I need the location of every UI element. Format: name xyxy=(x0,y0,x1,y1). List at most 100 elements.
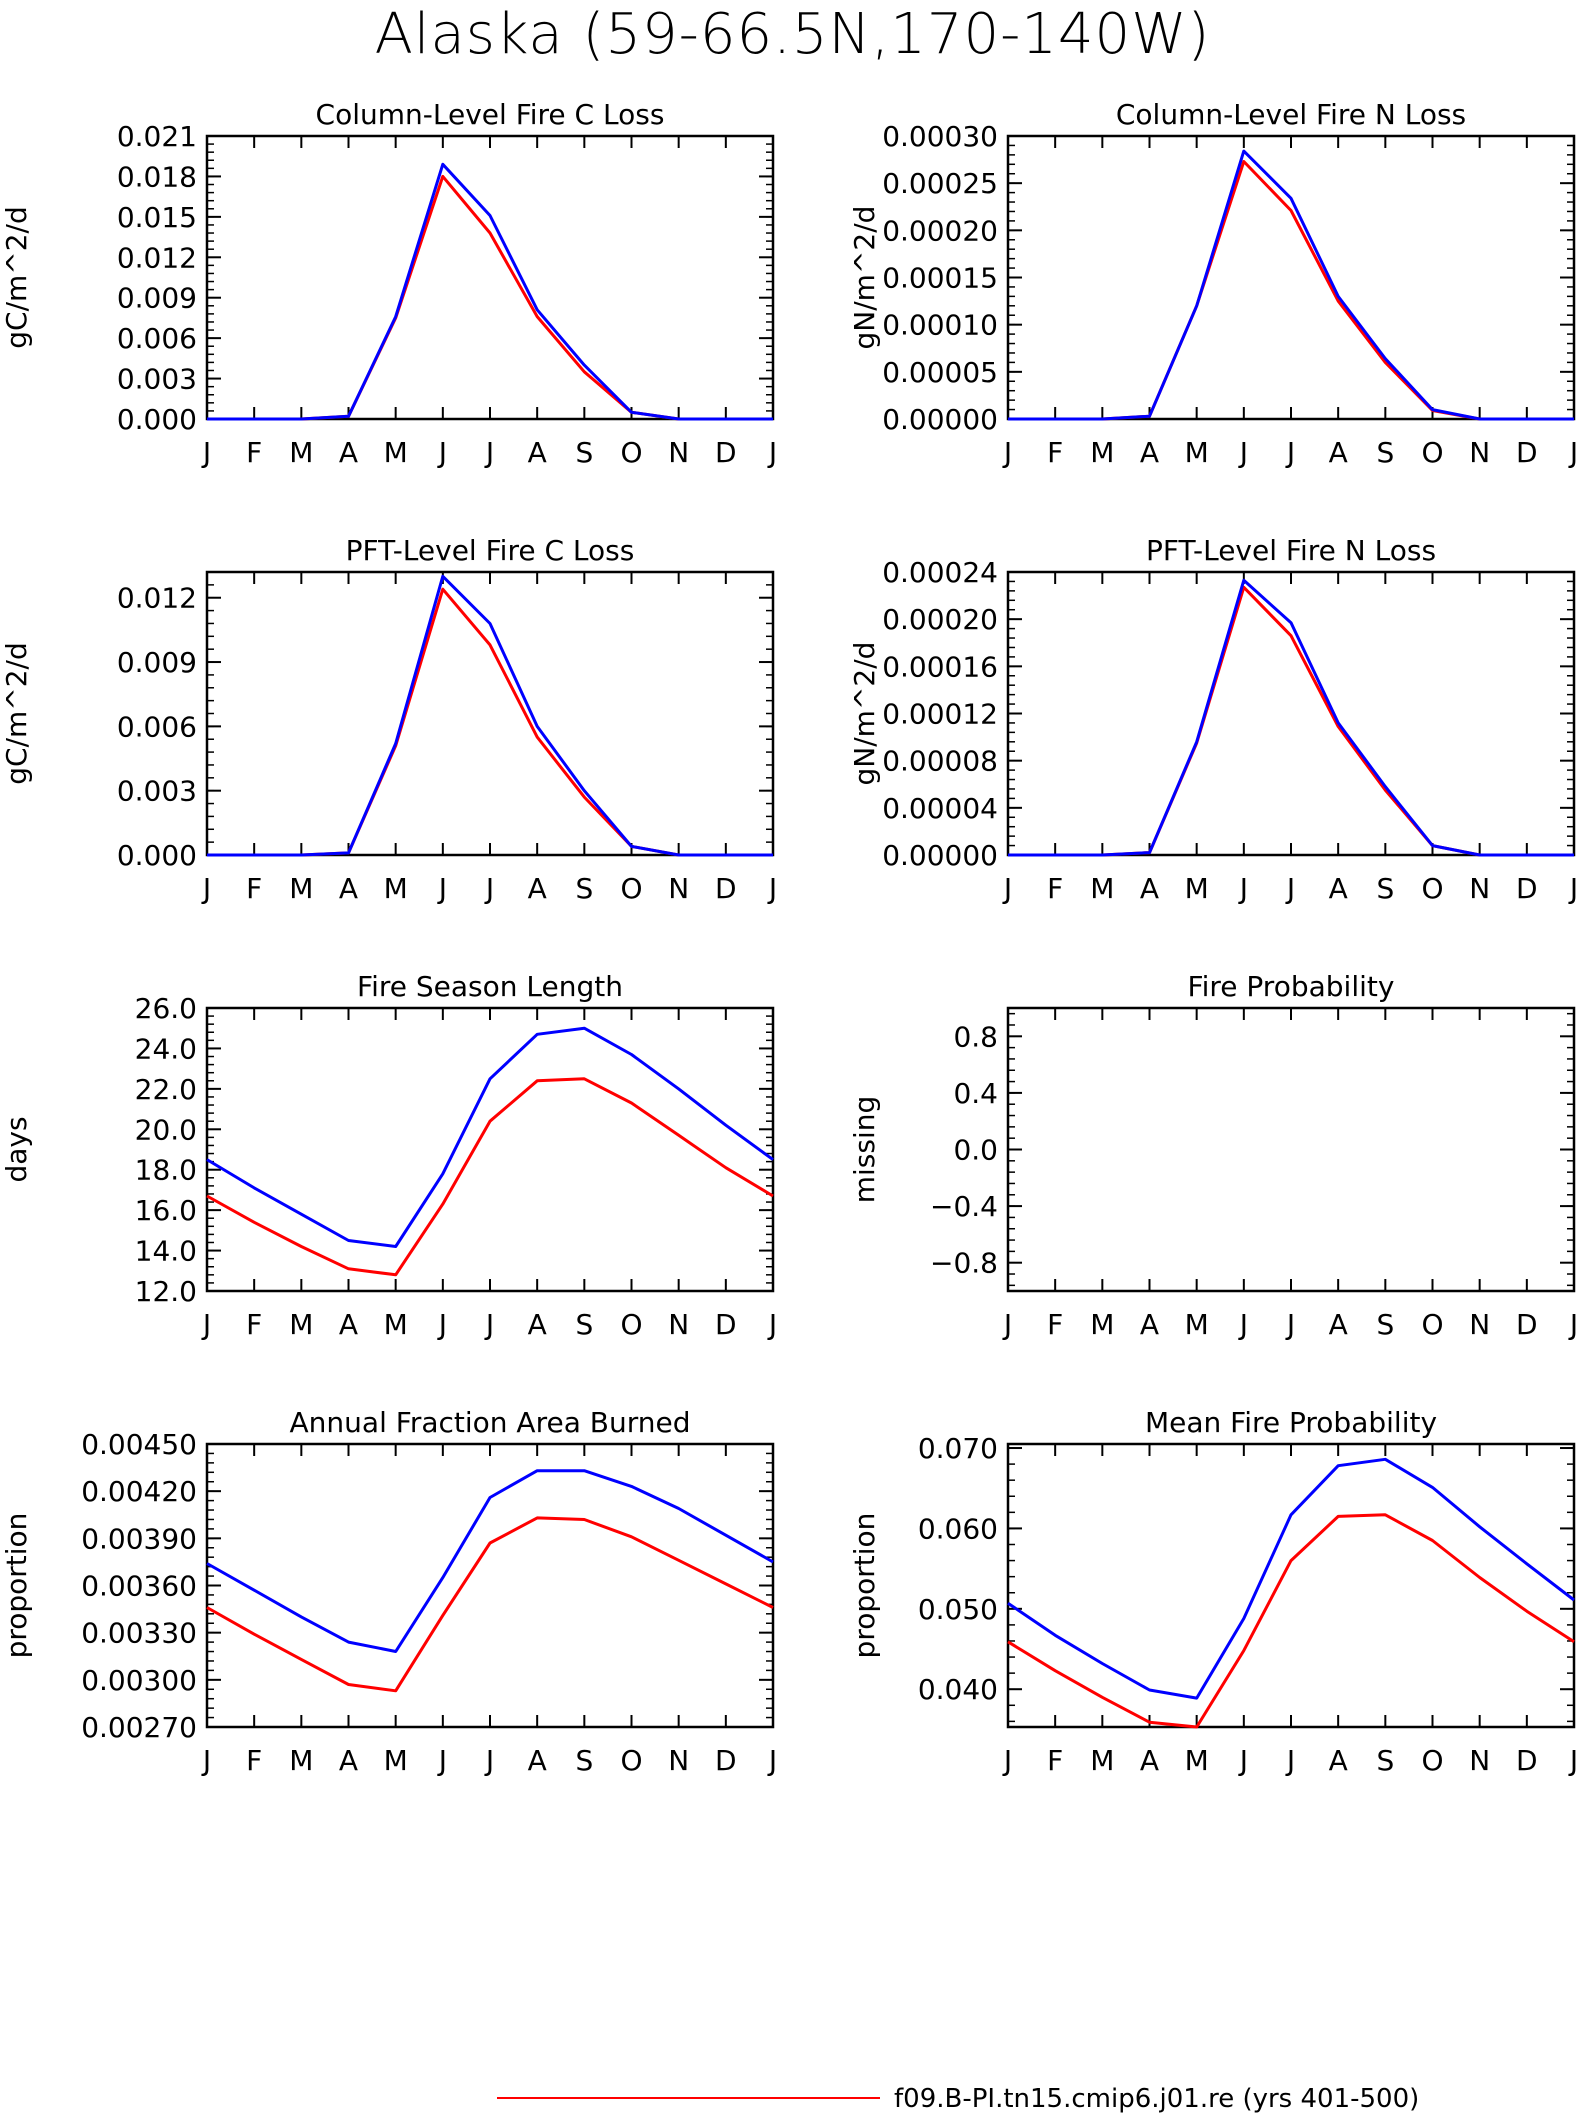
x-tick-label: J xyxy=(767,436,777,469)
y-tick-label: 0.000 xyxy=(117,839,197,872)
y-tick-label: 0.021 xyxy=(117,120,197,153)
series-line-red xyxy=(207,587,773,857)
y-tick-label: 0.012 xyxy=(117,582,197,615)
x-tick-label: J xyxy=(1238,872,1248,905)
y-tick-label: 14.0 xyxy=(135,1235,197,1268)
panel-title: Fire Probability xyxy=(1188,970,1395,1003)
x-tick-label: A xyxy=(528,1308,547,1341)
x-tick-label: F xyxy=(246,872,262,905)
series-line-red xyxy=(207,174,773,421)
x-tick-label: O xyxy=(620,1744,642,1777)
x-tick-label: A xyxy=(339,872,358,905)
panel-title: Column-Level Fire C Loss xyxy=(316,98,665,131)
y-tick-label: 0.00030 xyxy=(882,120,998,153)
y-tick-label: 0.003 xyxy=(117,775,197,808)
y-tick-label: 18.0 xyxy=(135,1154,197,1187)
x-tick-label: D xyxy=(1516,872,1538,905)
x-tick-label: N xyxy=(668,1744,689,1777)
x-tick-label: N xyxy=(1469,872,1490,905)
y-tick-label: 0.00420 xyxy=(81,1475,197,1508)
plot-frame xyxy=(1006,1006,1576,1293)
x-tick-label: J xyxy=(1285,436,1295,469)
x-tick-label: N xyxy=(1469,436,1490,469)
y-tick-label: 12.0 xyxy=(135,1275,197,1308)
x-tick-label: J xyxy=(484,436,494,469)
series-line-blue xyxy=(1008,149,1574,421)
x-tick-label: D xyxy=(715,436,737,469)
y-tick-label: 0.012 xyxy=(117,241,197,274)
x-tick-label: A xyxy=(528,1744,547,1777)
x-tick-label: M xyxy=(1090,1744,1114,1777)
panel-title: Fire Season Length xyxy=(357,970,623,1003)
x-tick-label: J xyxy=(437,872,447,905)
x-tick-label: A xyxy=(1329,872,1348,905)
legend: f09.B-PI.tn15.cmip6.j01.re (yrs 401-500) xyxy=(497,2084,1419,2114)
y-axis-label: days xyxy=(0,1116,33,1182)
x-tick-label: A xyxy=(1329,436,1348,469)
series-line-blue xyxy=(1008,578,1574,857)
x-tick-label: N xyxy=(668,1308,689,1341)
x-tick-label: N xyxy=(668,436,689,469)
x-tick-label: M xyxy=(289,1744,313,1777)
y-tick-label: 0.00330 xyxy=(81,1617,197,1650)
x-tick-label: J xyxy=(1238,1308,1248,1341)
y-axis-label: gN/m^2/d xyxy=(848,206,881,350)
x-tick-label: J xyxy=(484,872,494,905)
y-axis-label: gC/m^2/d xyxy=(0,206,33,349)
x-tick-label: N xyxy=(1469,1308,1490,1341)
x-tick-label: S xyxy=(575,1744,593,1777)
y-tick-label: 16.0 xyxy=(135,1194,197,1227)
x-tick-label: A xyxy=(1140,1308,1159,1341)
y-tick-label: 0.009 xyxy=(117,646,197,679)
y-tick-label: 0.006 xyxy=(117,322,197,355)
y-tick-label: 0.015 xyxy=(117,201,197,234)
series-line-red xyxy=(206,1516,774,1693)
series-line-blue xyxy=(1007,1457,1575,1700)
x-tick-label: M xyxy=(1090,872,1114,905)
x-tick-label: O xyxy=(1421,1308,1443,1341)
y-tick-label: 0.018 xyxy=(117,160,197,193)
x-tick-label: M xyxy=(1090,1308,1114,1341)
x-tick-label: A xyxy=(339,1744,358,1777)
x-tick-label: D xyxy=(1516,436,1538,469)
y-tick-label: 0.00020 xyxy=(882,214,998,247)
y-tick-label: 0.00450 xyxy=(81,1428,197,1461)
x-tick-label: M xyxy=(1185,1308,1209,1341)
y-tick-label: 0.00270 xyxy=(81,1711,197,1744)
panel-title: Column-Level Fire N Loss xyxy=(1116,98,1466,131)
y-tick-label: 0.00010 xyxy=(882,309,998,342)
x-tick-label: A xyxy=(1329,1308,1348,1341)
x-tick-label: S xyxy=(575,872,593,905)
x-tick-label: O xyxy=(1421,436,1443,469)
x-tick-label: J xyxy=(1568,1308,1578,1341)
y-tick-label: 0.00012 xyxy=(882,698,998,731)
x-tick-label: J xyxy=(767,1744,777,1777)
x-tick-label: J xyxy=(1002,1744,1012,1777)
y-tick-label: 0.00000 xyxy=(882,839,998,872)
x-tick-label: F xyxy=(246,1744,262,1777)
y-tick-label: 26.0 xyxy=(135,992,197,1025)
y-tick-label: 0.00020 xyxy=(882,603,998,636)
x-tick-label: M xyxy=(384,1308,408,1341)
x-tick-label: D xyxy=(1516,1744,1538,1777)
x-tick-label: F xyxy=(1047,1308,1063,1341)
x-tick-label: F xyxy=(246,1308,262,1341)
x-tick-label: J xyxy=(201,1308,211,1341)
x-tick-label: J xyxy=(437,436,447,469)
x-tick-label: M xyxy=(1090,436,1114,469)
y-tick-label: 22.0 xyxy=(135,1073,197,1106)
series-line-blue xyxy=(206,1026,774,1248)
plot-frame xyxy=(205,134,775,421)
x-tick-label: J xyxy=(1568,1744,1578,1777)
x-tick-label: J xyxy=(484,1308,494,1341)
x-tick-label: D xyxy=(715,1744,737,1777)
y-tick-label: 0.00000 xyxy=(882,403,998,436)
y-axis-label: missing xyxy=(848,1096,881,1204)
x-tick-label: J xyxy=(1238,436,1248,469)
plot-frame xyxy=(205,570,775,857)
